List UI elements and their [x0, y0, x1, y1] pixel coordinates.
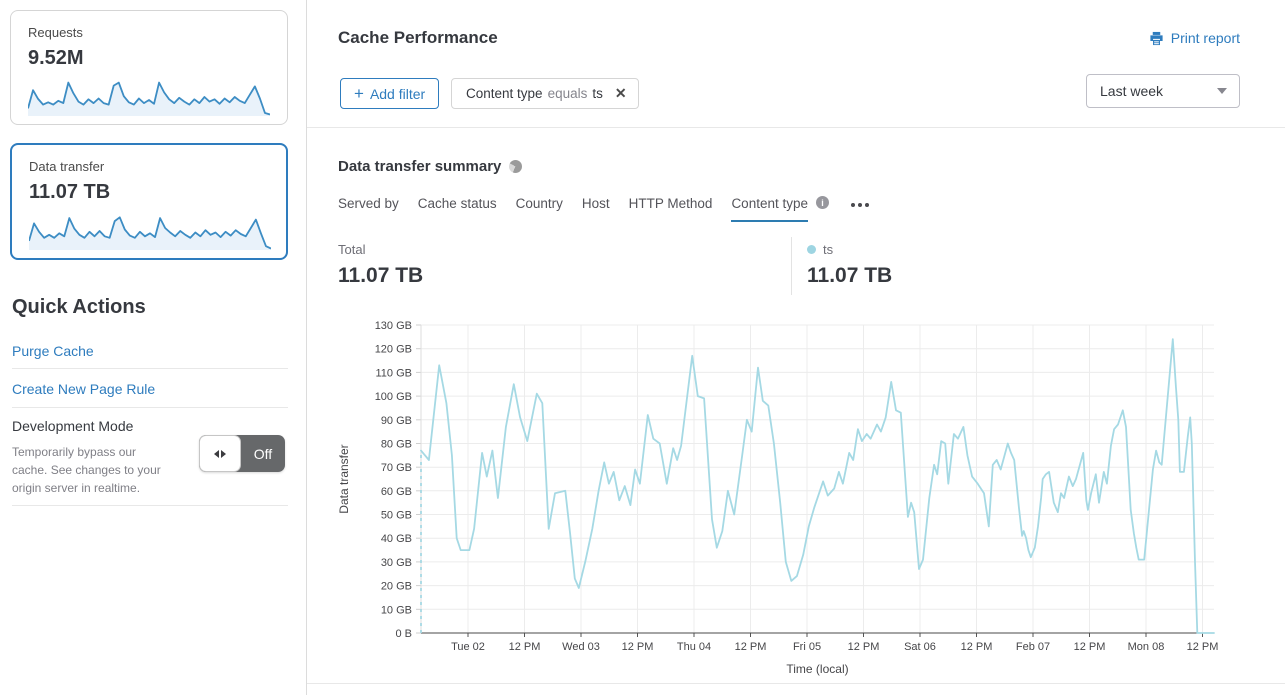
- svg-text:Sat 06: Sat 06: [904, 641, 936, 653]
- quick-actions-heading: Quick Actions: [12, 296, 146, 318]
- stats-divider: [791, 237, 792, 295]
- development-mode-description: Temporarily bypass our cache. See change…: [12, 445, 161, 495]
- summary-title: Data transfer summary: [338, 158, 502, 175]
- svg-text:12 PM: 12 PM: [961, 641, 993, 653]
- requests-card-value: 9.52M: [28, 47, 84, 69]
- filter-chip-operator: equals: [547, 86, 588, 101]
- requests-metric-card[interactable]: Requests 9.52M: [10, 10, 288, 125]
- svg-text:30 GB: 30 GB: [381, 557, 412, 569]
- ts-stat-value: 11.07 TB: [807, 264, 893, 287]
- svg-text:12 PM: 12 PM: [1074, 641, 1106, 653]
- ts-series-stat: ts 11.07 TB: [807, 242, 892, 288]
- filter-chip-field: Content type: [466, 86, 543, 101]
- data-transfer-sparkline: [29, 216, 271, 250]
- filter-chip[interactable]: Content type equals ts ✕: [451, 78, 639, 109]
- svg-text:110 GB: 110 GB: [376, 367, 413, 379]
- svg-text:80 GB: 80 GB: [381, 439, 412, 451]
- svg-text:90 GB: 90 GB: [381, 415, 412, 427]
- svg-text:12 PM: 12 PM: [1187, 641, 1219, 653]
- svg-text:120 GB: 120 GB: [375, 344, 412, 356]
- svg-text:Time (local): Time (local): [786, 662, 848, 676]
- time-range-value: Last week: [1100, 83, 1164, 99]
- total-stat-label: Total: [338, 242, 366, 257]
- print-report-label: Print report: [1170, 30, 1240, 46]
- data-transfer-metric-card[interactable]: Data transfer 11.07 TB: [10, 143, 288, 260]
- svg-text:Feb 07: Feb 07: [1016, 641, 1050, 653]
- svg-text:0 B: 0 B: [395, 628, 412, 640]
- tab-served-by[interactable]: Served by: [338, 196, 399, 211]
- summary-title-row: Data transfer summary: [338, 158, 523, 175]
- purge-cache-link[interactable]: Purge Cache: [12, 343, 94, 359]
- svg-text:Data transfer: Data transfer: [337, 444, 351, 513]
- svg-text:12 PM: 12 PM: [622, 641, 654, 653]
- requests-sparkline: [28, 81, 270, 116]
- info-icon[interactable]: [816, 196, 829, 209]
- svg-text:40 GB: 40 GB: [381, 533, 412, 545]
- tab-http-method[interactable]: HTTP Method: [628, 196, 713, 211]
- tab-content-type[interactable]: Content type: [731, 196, 829, 222]
- svg-text:Thu 04: Thu 04: [677, 641, 711, 653]
- svg-text:10 GB: 10 GB: [381, 604, 412, 616]
- header-divider: [307, 127, 1285, 128]
- svg-text:Wed 03: Wed 03: [562, 641, 600, 653]
- printer-icon: [1150, 31, 1163, 45]
- print-report-link[interactable]: Print report: [1149, 30, 1240, 46]
- loading-pie-icon: [509, 160, 523, 173]
- filter-chip-value: ts: [592, 86, 603, 101]
- tab-cache-status[interactable]: Cache status: [417, 196, 497, 211]
- tab-host[interactable]: Host: [581, 196, 610, 211]
- ts-stat-label: ts: [823, 242, 834, 257]
- remove-filter-icon[interactable]: ✕: [614, 85, 627, 101]
- svg-text:12 PM: 12 PM: [509, 641, 541, 653]
- page-title: Cache Performance: [338, 28, 498, 47]
- svg-text:130 GB: 130 GB: [375, 320, 412, 332]
- development-mode-toggle[interactable]: Off: [199, 435, 285, 472]
- svg-text:12 PM: 12 PM: [848, 641, 880, 653]
- plus-icon: +: [354, 84, 364, 103]
- summary-tabs: Served by Cache status Country Host HTTP…: [338, 196, 869, 222]
- svg-text:100 GB: 100 GB: [375, 391, 412, 403]
- sidebar-divider: [12, 505, 288, 506]
- sidebar-divider: [12, 368, 288, 369]
- data-transfer-line-chart[interactable]: 0 B 10 GB 20 GB 30 GB 40 GB 50 GB 60 GB 70 GB 80…: [331, 318, 1271, 680]
- total-stat: Total 11.07 TB: [338, 242, 423, 288]
- svg-text:Tue 02: Tue 02: [451, 641, 485, 653]
- add-filter-button[interactable]: + Add filter: [340, 78, 440, 109]
- more-tabs-button[interactable]: [851, 202, 869, 216]
- left-right-arrows-icon: [214, 449, 226, 458]
- add-filter-label: Add filter: [369, 85, 426, 102]
- bottom-divider: [307, 683, 1285, 684]
- toggle-state-label: Off: [253, 445, 273, 462]
- data-transfer-card-title: Data transfer: [29, 159, 105, 174]
- svg-text:20 GB: 20 GB: [381, 581, 412, 593]
- development-mode-title: Development Mode: [12, 418, 134, 434]
- time-range-select[interactable]: Last week: [1086, 74, 1240, 108]
- svg-text:70 GB: 70 GB: [381, 462, 412, 474]
- chevron-down-icon: [1217, 88, 1227, 94]
- svg-text:Fri 05: Fri 05: [793, 641, 821, 653]
- main-panel: Cache Performance Print report + Add fil…: [306, 0, 1285, 695]
- total-stat-value: 11.07 TB: [338, 264, 424, 287]
- toggle-knob[interactable]: [199, 435, 241, 472]
- tab-country[interactable]: Country: [515, 196, 563, 211]
- svg-text:50 GB: 50 GB: [381, 510, 412, 522]
- svg-text:60 GB: 60 GB: [381, 486, 412, 498]
- create-page-rule-link[interactable]: Create New Page Rule: [12, 381, 156, 397]
- svg-text:12 PM: 12 PM: [735, 641, 767, 653]
- data-transfer-card-value: 11.07 TB: [29, 181, 111, 203]
- requests-card-title: Requests: [28, 25, 83, 40]
- svg-text:Mon 08: Mon 08: [1128, 641, 1165, 653]
- ts-legend-dot-icon: [807, 245, 816, 254]
- sidebar-divider: [12, 407, 288, 408]
- sidebar: Requests 9.52M Data transfer 11.07 TB Qu…: [0, 0, 305, 695]
